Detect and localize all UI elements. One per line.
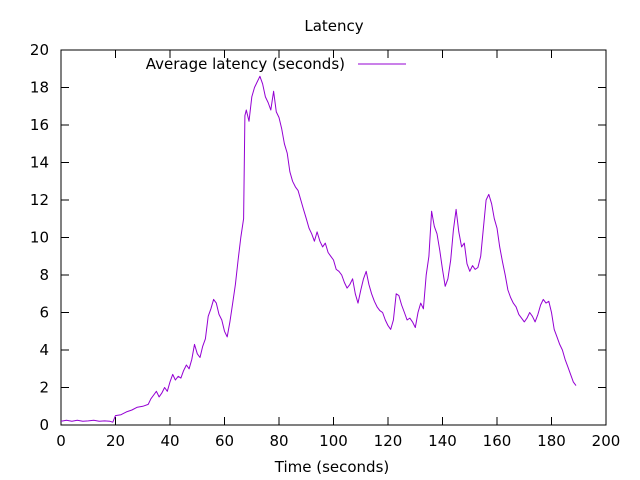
y-tick-label: 8: [39, 266, 49, 284]
plot-border: [60, 49, 607, 426]
y-axis-ticks: 0 2 4 6 8 10 12 14 16 18 20: [30, 41, 606, 434]
y-tick-label: 14: [30, 154, 49, 172]
x-tick-label: 40: [160, 432, 179, 450]
x-tick-label: 20: [106, 432, 125, 450]
series-layer: [60, 75, 577, 423]
y-tick-label: 10: [30, 229, 49, 247]
x-tick-label: 0: [56, 432, 66, 450]
legend: Average latency (seconds): [146, 55, 406, 73]
y-tick-label: 2: [39, 379, 49, 397]
y-tick-label: 0: [39, 416, 49, 434]
x-tick-label: 160: [483, 432, 512, 450]
x-tick-label: 200: [592, 432, 621, 450]
x-tick-label: 180: [537, 432, 566, 450]
legend-label: Average latency (seconds): [146, 55, 345, 73]
x-axis-ticks: 0 20 40 60 80 100 120 140 160 180 200: [56, 50, 620, 450]
y-tick-label: 4: [39, 341, 49, 359]
x-axis-label: Time (seconds): [274, 458, 390, 476]
x-tick-label: 60: [215, 432, 234, 450]
series-line-average-latency: [60, 75, 577, 423]
x-tick-label: 80: [269, 432, 288, 450]
plot-frame: [60, 49, 607, 426]
y-tick-label: 16: [30, 116, 49, 134]
chart-title: Latency: [304, 17, 363, 35]
x-tick-label: 140: [428, 432, 457, 450]
x-tick-label: 120: [374, 432, 403, 450]
y-tick-label: 20: [30, 41, 49, 59]
y-tick-label: 12: [30, 191, 49, 209]
y-tick-label: 6: [39, 304, 49, 322]
x-tick-label: 100: [319, 432, 348, 450]
y-tick-label: 18: [30, 79, 49, 97]
